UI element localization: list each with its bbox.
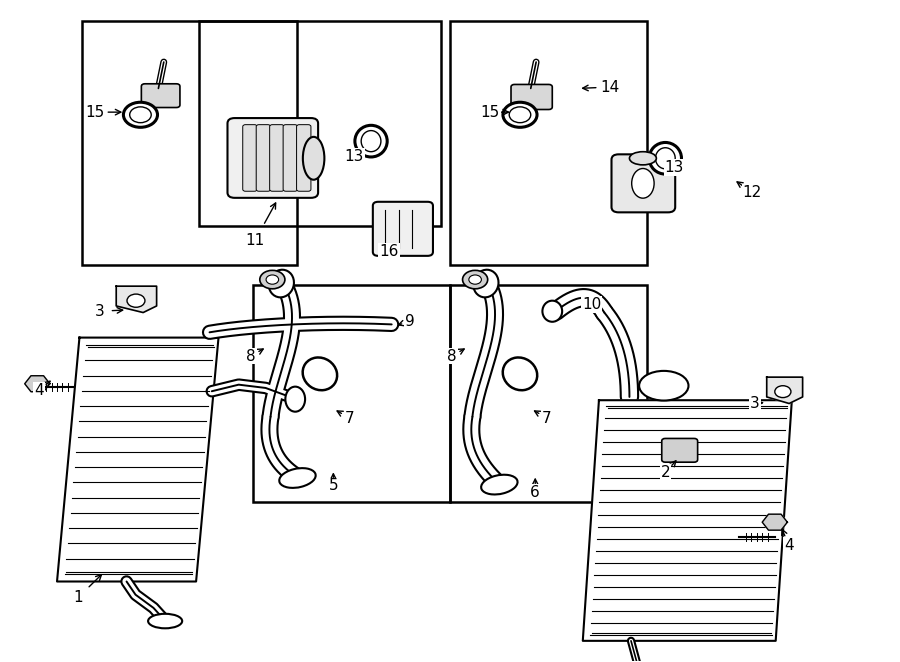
Ellipse shape bbox=[473, 269, 499, 297]
Text: 3: 3 bbox=[95, 304, 105, 318]
Polygon shape bbox=[116, 286, 157, 312]
Ellipse shape bbox=[509, 107, 531, 122]
Ellipse shape bbox=[279, 468, 316, 488]
Text: 16: 16 bbox=[379, 244, 399, 260]
Polygon shape bbox=[24, 376, 50, 392]
Polygon shape bbox=[767, 377, 803, 404]
FancyBboxPatch shape bbox=[228, 118, 318, 198]
Text: 12: 12 bbox=[742, 185, 762, 200]
Bar bbox=[450, 21, 647, 265]
FancyBboxPatch shape bbox=[297, 124, 310, 191]
Ellipse shape bbox=[503, 357, 537, 390]
FancyBboxPatch shape bbox=[611, 154, 675, 213]
Circle shape bbox=[469, 275, 482, 284]
FancyBboxPatch shape bbox=[284, 124, 298, 191]
Text: 8: 8 bbox=[447, 349, 456, 363]
Polygon shape bbox=[57, 338, 219, 581]
Text: 6: 6 bbox=[530, 485, 540, 500]
FancyBboxPatch shape bbox=[256, 124, 271, 191]
Ellipse shape bbox=[302, 357, 338, 390]
Ellipse shape bbox=[655, 148, 675, 169]
Text: 13: 13 bbox=[664, 160, 684, 175]
Text: 3: 3 bbox=[751, 396, 760, 411]
Text: 1: 1 bbox=[73, 591, 83, 606]
Ellipse shape bbox=[649, 142, 681, 174]
Text: 4: 4 bbox=[784, 538, 794, 553]
Text: 13: 13 bbox=[345, 149, 364, 164]
Ellipse shape bbox=[123, 102, 158, 127]
Text: 15: 15 bbox=[86, 105, 104, 120]
Polygon shape bbox=[762, 514, 788, 530]
Ellipse shape bbox=[482, 475, 517, 495]
Text: 7: 7 bbox=[542, 410, 552, 426]
Circle shape bbox=[260, 270, 285, 289]
Text: 10: 10 bbox=[582, 297, 601, 312]
Polygon shape bbox=[583, 401, 792, 641]
Ellipse shape bbox=[303, 137, 324, 179]
Text: 9: 9 bbox=[405, 314, 415, 328]
FancyBboxPatch shape bbox=[141, 84, 180, 107]
FancyBboxPatch shape bbox=[270, 124, 284, 191]
Text: 11: 11 bbox=[246, 232, 265, 248]
Ellipse shape bbox=[285, 387, 305, 412]
Circle shape bbox=[775, 386, 791, 398]
Text: 5: 5 bbox=[328, 479, 338, 493]
FancyBboxPatch shape bbox=[511, 85, 553, 109]
Bar bbox=[199, 21, 441, 226]
Text: 8: 8 bbox=[246, 349, 256, 363]
Bar bbox=[82, 21, 298, 265]
FancyBboxPatch shape bbox=[662, 438, 698, 462]
Circle shape bbox=[127, 294, 145, 307]
Ellipse shape bbox=[355, 125, 387, 157]
FancyBboxPatch shape bbox=[243, 124, 257, 191]
Ellipse shape bbox=[361, 130, 381, 152]
Text: 2: 2 bbox=[661, 465, 670, 480]
Ellipse shape bbox=[639, 371, 688, 401]
Ellipse shape bbox=[632, 169, 654, 198]
Text: 7: 7 bbox=[345, 410, 355, 426]
Ellipse shape bbox=[148, 614, 182, 628]
Bar bbox=[450, 285, 647, 502]
FancyBboxPatch shape bbox=[373, 202, 433, 256]
Ellipse shape bbox=[503, 102, 537, 127]
Text: 14: 14 bbox=[600, 79, 619, 95]
Text: 15: 15 bbox=[481, 105, 500, 120]
Ellipse shape bbox=[269, 269, 294, 297]
Circle shape bbox=[266, 275, 279, 284]
Bar bbox=[253, 285, 450, 502]
Ellipse shape bbox=[130, 107, 151, 122]
Circle shape bbox=[463, 270, 488, 289]
Ellipse shape bbox=[629, 152, 656, 165]
Text: 4: 4 bbox=[34, 383, 44, 398]
Ellipse shape bbox=[543, 301, 562, 322]
